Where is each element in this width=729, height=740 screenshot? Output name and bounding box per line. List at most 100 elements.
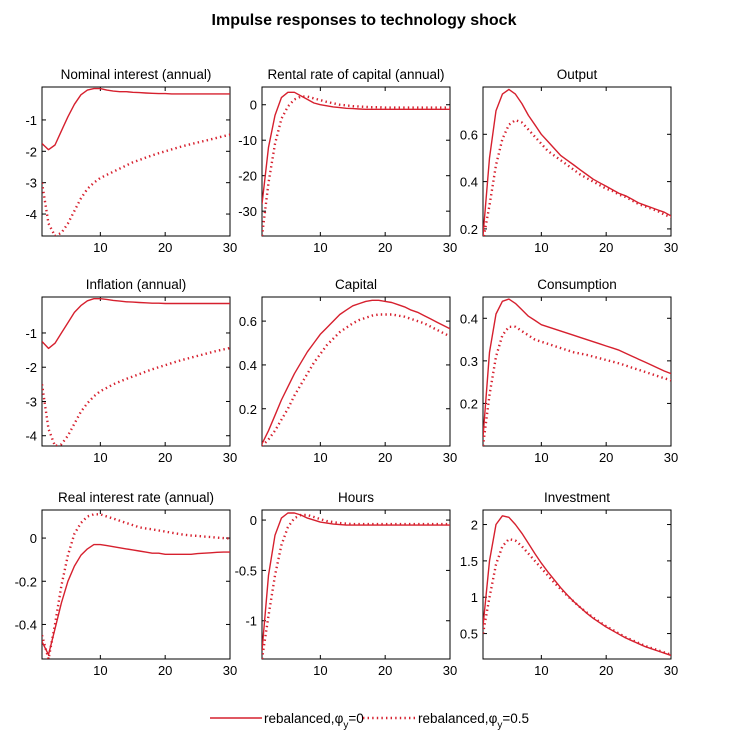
x-tick-label: 10 [313, 663, 327, 678]
series-solid-line [483, 88, 671, 236]
x-tick-label: 30 [664, 240, 678, 255]
series-solid-line [483, 515, 671, 657]
legend-entry-2: rebalanced,φy=0.5 [418, 711, 529, 731]
plot-frame [41, 296, 231, 447]
panel-2: Rental rate of capital (annual) 10 20 30 0 -1… [238, 67, 457, 255]
x-tick-label: 10 [93, 663, 107, 678]
y-tick-label: -4 [25, 429, 37, 444]
panel-7: Real interest rate (annual) 10 20 30 0 -0.2 -0… [15, 490, 238, 678]
y-tick-label: 0.2 [239, 402, 257, 417]
plot-frame [482, 86, 672, 237]
y-tick-label: 0.2 [460, 396, 478, 411]
x-tick-label: 10 [93, 240, 107, 255]
x-tick-label: 30 [443, 450, 457, 465]
y-tick-label: -3 [25, 176, 37, 191]
y-tick-label: 1 [471, 590, 478, 605]
series-dotted-line [262, 513, 450, 659]
x-tick-label: 30 [223, 450, 237, 465]
x-tick-label: 10 [534, 450, 548, 465]
plot-frame [41, 86, 231, 237]
panel-9: Investment 10 20 30 0.5 1 1.5 2 [460, 490, 678, 678]
legend-entry-1-suffix: =0 [348, 711, 363, 726]
series-dotted-line [483, 118, 671, 236]
panel-3: Output 10 20 30 0.2 0.4 0.6 [460, 67, 678, 255]
x-tick-label: 20 [599, 663, 613, 678]
y-tick-label: 0.5 [460, 627, 478, 642]
x-tick-label: 20 [158, 663, 172, 678]
y-tick-label: 0.6 [460, 127, 478, 142]
x-tick-label: 20 [599, 240, 613, 255]
panel-title: Investment [544, 490, 610, 505]
x-tick-label: 10 [534, 663, 548, 678]
panels-grid: Nominal interest (annual)10 20 30-1-2-3-4R… [15, 67, 679, 678]
legend-entry-2-prefix: rebalanced, [418, 711, 489, 726]
series-solid-line [42, 298, 230, 350]
figure-title: Impulse responses to technology shock [212, 12, 517, 29]
y-tick-label: -1 [25, 113, 37, 128]
panel-title: Consumption [537, 277, 617, 292]
series-dotted-line [42, 346, 230, 446]
x-tick-label: 10 [534, 240, 548, 255]
plot-frame [261, 296, 451, 447]
legend-entry-2-symbol: φ [489, 711, 498, 726]
series-solid-line [483, 298, 671, 438]
legend: rebalanced,φy=0 rebalanced,φy=0.5 [210, 711, 529, 731]
plot-frame [261, 509, 451, 660]
y-tick-label: -20 [238, 169, 257, 184]
series-solid-line [262, 299, 450, 445]
panel-title: Real interest rate (annual) [58, 490, 214, 505]
x-tick-label: 10 [313, 240, 327, 255]
panel-title: Rental rate of capital (annual) [267, 67, 444, 82]
series-solid-line [262, 91, 450, 205]
y-tick-label: -0.2 [15, 574, 37, 589]
y-tick-label: -2 [25, 360, 37, 375]
x-tick-label: 30 [223, 663, 237, 678]
plot-frame [482, 509, 672, 660]
series-dotted-line [42, 513, 230, 659]
x-tick-label: 20 [378, 240, 392, 255]
x-tick-label: 30 [664, 450, 678, 465]
plot-frame [261, 86, 451, 237]
y-tick-label: -0.4 [15, 617, 37, 632]
panel-8: Hours 10 20 30 0 -0.5 -1 [235, 490, 458, 678]
y-tick-label: -1 [25, 326, 37, 341]
y-tick-label: -30 [238, 204, 257, 219]
plot-frame [482, 296, 672, 447]
y-tick-label: -3 [25, 394, 37, 409]
legend-entry-1-prefix: rebalanced, [264, 711, 335, 726]
series-dotted-line [483, 325, 671, 446]
series-dotted-line [483, 537, 671, 656]
x-tick-label: 10 [313, 450, 327, 465]
y-tick-label: -2 [25, 144, 37, 159]
panel-4: Inflation (annual) 10 20 30 -1 -2 -3 -4 [25, 277, 237, 465]
x-tick-label: 20 [378, 663, 392, 678]
x-tick-label: 30 [223, 240, 237, 255]
series-dotted-line [262, 313, 450, 446]
legend-entry-2-subscript: y [497, 720, 502, 731]
y-tick-label: 0.3 [460, 354, 478, 369]
y-tick-label: -0.5 [235, 563, 257, 578]
x-tick-label: 30 [664, 663, 678, 678]
y-tick-label: -10 [238, 133, 257, 148]
y-tick-label: 0.6 [239, 314, 257, 329]
x-tick-label: 20 [158, 450, 172, 465]
x-tick-label: 20 [158, 240, 172, 255]
panel-title: Hours [338, 490, 374, 505]
legend-entry-1-subscript: y [343, 720, 348, 731]
panel-6: Consumption 10 20 30 0.2 0.3 0.4 [460, 277, 678, 465]
panel-title: Output [557, 67, 598, 82]
y-tick-label: 0 [250, 513, 257, 528]
panel-1: Nominal interest (annual) 10 20 30 -1 -2 -3 -4 [25, 67, 237, 255]
series-solid-line [42, 543, 230, 656]
x-tick-label: 20 [599, 450, 613, 465]
legend-entry-1-symbol: φ [335, 711, 344, 726]
y-tick-label: 1.5 [460, 554, 478, 569]
series-solid-line [262, 512, 450, 651]
y-tick-label: 0 [30, 531, 37, 546]
series-dotted-line [262, 95, 450, 236]
series-dotted-line [42, 133, 230, 236]
y-tick-label: 0.4 [239, 358, 257, 373]
x-tick-label: 10 [93, 450, 107, 465]
y-tick-label: 0 [250, 98, 257, 113]
